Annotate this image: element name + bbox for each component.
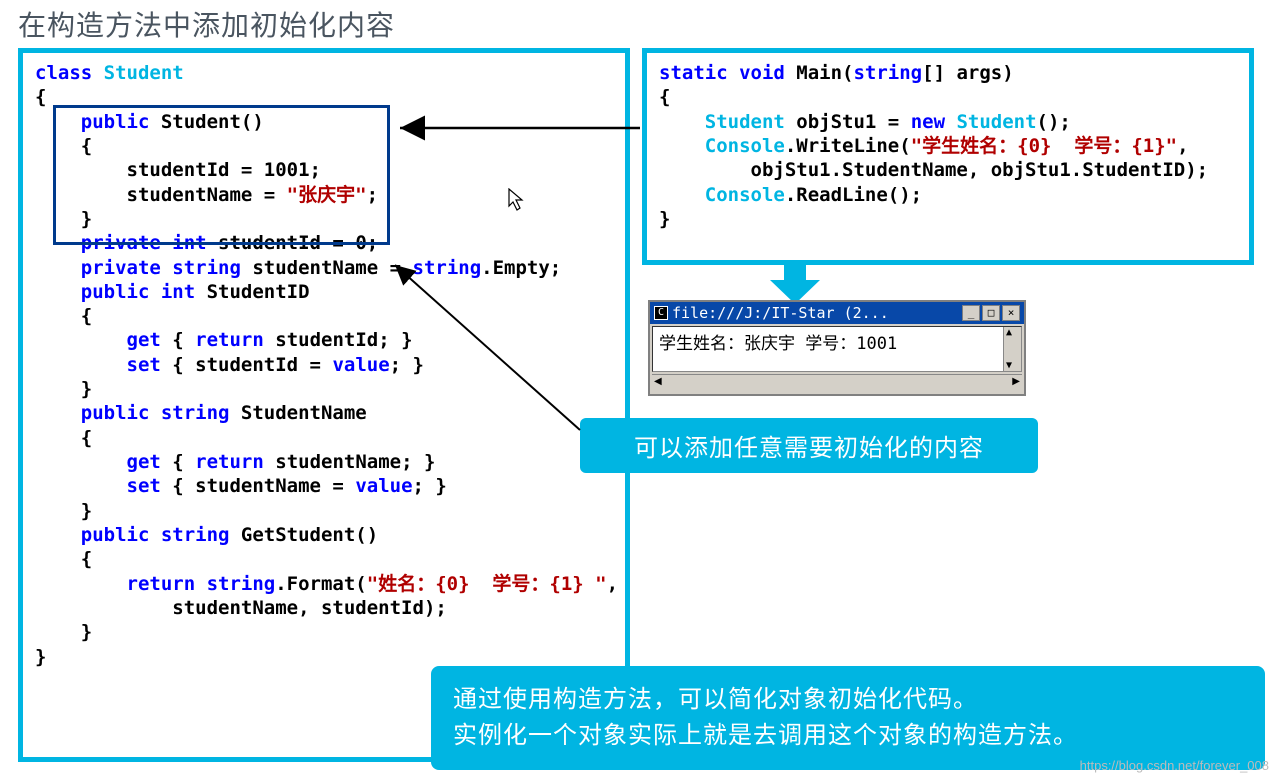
punc: , <box>1177 135 1188 157</box>
console-titlebar: C file:///J:/IT-Star (2... _ □ × <box>650 302 1024 324</box>
kw: set <box>127 475 161 497</box>
callout-line1: 通过使用构造方法，可以简化对象初始化代码。 <box>453 682 1243 718</box>
ident: Student() <box>161 111 264 133</box>
right-code-panel: static void Main(string[] args) { Studen… <box>642 48 1254 265</box>
ident: Main( <box>796 62 853 84</box>
console-output: 学生姓名：张庆宇 学号：1001 <box>652 326 1022 372</box>
stmt: studentName, studentId); <box>172 597 447 619</box>
scrollbar-horizontal[interactable] <box>652 374 1022 392</box>
kw: private int <box>81 232 218 254</box>
stmt: { studentId = <box>161 354 333 376</box>
type: Student <box>705 111 785 133</box>
punc: ; <box>367 184 378 206</box>
kw: private string <box>81 257 253 279</box>
kw: value <box>332 354 389 376</box>
stmt: objStu1 = <box>785 111 911 133</box>
cursor-icon <box>508 188 526 218</box>
kw: new <box>911 111 957 133</box>
stmt: studentId = 1001; <box>127 159 321 181</box>
punc: ; } <box>390 354 424 376</box>
kw: get <box>127 451 161 473</box>
kw: string <box>413 257 482 279</box>
scrollbar-vertical[interactable] <box>1003 327 1021 371</box>
type: Console <box>705 135 785 157</box>
callout-line2: 实例化一个对象实际上就是去调用这个对象的构造方法。 <box>453 718 1243 754</box>
code-block-left: class Student { public Student() { stude… <box>35 61 613 669</box>
stmt: .Empty; <box>481 257 561 279</box>
punc: (); <box>1037 111 1071 133</box>
kw: return string <box>127 573 276 595</box>
kw: public string <box>81 524 241 546</box>
stmt: { studentName = <box>161 475 355 497</box>
kw: value <box>355 475 412 497</box>
stmt: studentId = 0; <box>218 232 378 254</box>
ident: StudentName <box>241 402 367 424</box>
punc: , <box>607 573 618 595</box>
kw: set <box>127 354 161 376</box>
stmt: studentId; } <box>264 329 413 351</box>
page-title: 在构造方法中添加初始化内容 <box>18 4 395 44</box>
kw: public int <box>81 281 207 303</box>
kw: static void <box>659 62 796 84</box>
str: "张庆宇" <box>287 184 367 206</box>
kw: class <box>35 62 104 84</box>
callout-summary: 通过使用构造方法，可以简化对象初始化代码。 实例化一个对象实际上就是去调用这个对… <box>431 666 1265 770</box>
maximize-button[interactable]: □ <box>982 305 1000 321</box>
watermark: https://blog.csdn.net/forever_008 <box>1080 758 1269 773</box>
callout-init-hint: 可以添加任意需要初始化的内容 <box>580 418 1038 473</box>
stmt: objStu1.StudentName, objStu1.StudentID); <box>751 159 1209 181</box>
punc: { <box>161 329 195 351</box>
close-button[interactable]: × <box>1002 305 1020 321</box>
ident: [] args) <box>922 62 1014 84</box>
stmt: .ReadLine(); <box>785 184 922 206</box>
ident: GetStudent() <box>241 524 378 546</box>
stmt: .Format( <box>275 573 367 595</box>
stmt: studentName; } <box>264 451 436 473</box>
console-window: C file:///J:/IT-Star (2... _ □ × 学生姓名：张庆… <box>648 300 1026 396</box>
kw: get <box>127 329 161 351</box>
stmt: studentName = <box>252 257 412 279</box>
punc: ; } <box>413 475 447 497</box>
kw: return <box>195 329 264 351</box>
type: Console <box>705 184 785 206</box>
type: Student <box>104 62 184 84</box>
str: "学生姓名：{0} 学号：{1}" <box>911 135 1177 157</box>
kw: public string <box>81 402 241 424</box>
minimize-button[interactable]: _ <box>962 305 980 321</box>
console-title: file:///J:/IT-Star (2... <box>672 304 889 322</box>
stmt: studentName = <box>127 184 287 206</box>
kw: return <box>195 451 264 473</box>
console-app-icon: C <box>654 306 668 320</box>
str: "姓名：{0} 学号：{1} " <box>367 573 607 595</box>
punc: { <box>161 451 195 473</box>
console-text: 学生姓名：张庆宇 学号：1001 <box>659 334 897 354</box>
ident: StudentID <box>207 281 310 303</box>
kw: public <box>81 111 161 133</box>
stmt: .WriteLine( <box>785 135 911 157</box>
left-code-panel: class Student { public Student() { stude… <box>18 48 630 762</box>
code-block-right: static void Main(string[] args) { Studen… <box>659 61 1237 231</box>
type: Student <box>956 111 1036 133</box>
kw: string <box>853 62 922 84</box>
